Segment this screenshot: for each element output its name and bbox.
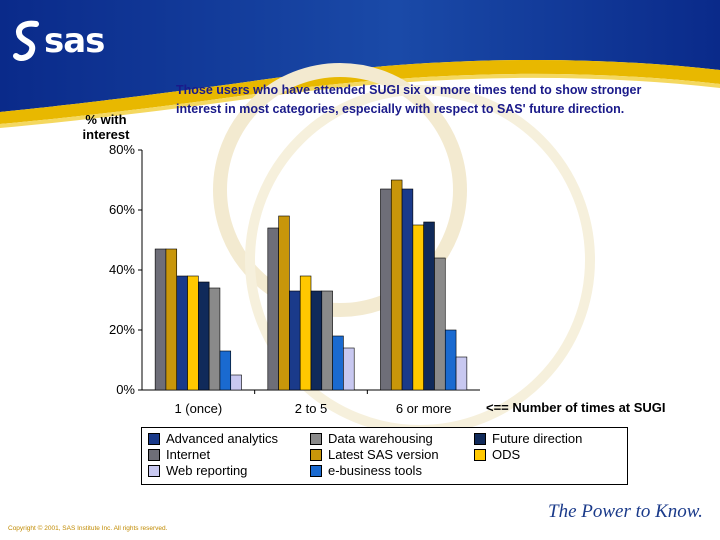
bar	[219, 350, 232, 391]
bar	[165, 248, 178, 391]
legend-swatch	[148, 464, 160, 477]
legend-item: Latest SAS version	[310, 447, 439, 462]
y-tick-label: 0%	[116, 382, 135, 397]
legend-item: e-business tools	[310, 463, 422, 478]
bar	[310, 290, 323, 391]
y-axis-title: % with interest	[76, 112, 136, 142]
copyright-footer: Copyright © 2001, SAS Institute Inc. All…	[8, 525, 168, 532]
legend-item: Advanced analytics	[148, 431, 278, 446]
legend-swatch	[148, 448, 160, 461]
legend-item: ODS	[474, 447, 520, 462]
legend-label: Internet	[166, 447, 211, 462]
bar	[299, 275, 312, 391]
chart-legend: Advanced analytics Data warehousing Future…	[141, 427, 628, 485]
headline: Those users who have attended SUGI six o…	[176, 81, 696, 119]
bar	[267, 227, 279, 391]
legend-item: Web reporting	[148, 463, 247, 478]
bar	[380, 188, 392, 391]
x-axis-title: <== Number of times at SUGI	[486, 400, 666, 415]
bar	[176, 275, 188, 391]
bar	[198, 281, 210, 391]
y-tick-label: 40%	[109, 262, 135, 277]
bar	[187, 275, 199, 391]
bar	[423, 221, 435, 391]
legend-swatch	[310, 432, 322, 445]
bar	[412, 224, 424, 391]
x-tick-label: 1 (once)	[174, 401, 222, 416]
bar	[208, 287, 221, 391]
logo-text: sas	[44, 21, 105, 61]
tagline: The Power to Know.	[548, 501, 703, 522]
y-axis-title-line-2: interest	[82, 127, 130, 142]
sas-logo: sas	[12, 20, 105, 62]
y-tick-label: 80%	[109, 142, 135, 157]
legend-label: Data warehousing	[328, 431, 433, 446]
legend-swatch	[148, 432, 160, 445]
legend-label: Advanced analytics	[166, 431, 279, 446]
bar	[434, 257, 446, 391]
legend-swatch	[310, 448, 322, 461]
bar	[390, 179, 403, 391]
y-axis-title-line-1: % with	[85, 112, 127, 127]
x-tick-label: 6 or more	[396, 401, 452, 416]
bar	[332, 335, 344, 391]
x-tick-label: 2 to 5	[295, 401, 328, 416]
legend-label: Latest SAS version	[328, 447, 439, 462]
bar	[401, 188, 414, 391]
legend-swatch	[474, 448, 486, 461]
y-tick-label: 60%	[109, 202, 135, 217]
bar	[455, 356, 468, 391]
sas-swirl-icon	[13, 20, 39, 61]
bar	[278, 215, 290, 391]
legend-label: ODS	[492, 447, 521, 462]
bar	[289, 290, 301, 391]
headline-line-1: Those users who have attended SUGI six o…	[176, 83, 642, 97]
bar	[154, 248, 167, 391]
y-tick-label: 20%	[109, 322, 135, 337]
legend-label: Web reporting	[166, 463, 248, 478]
bar	[444, 329, 457, 391]
headline-line-2: interest in most categories, especially …	[176, 102, 625, 116]
bar	[343, 347, 355, 391]
legend-item: Future direction	[474, 431, 582, 446]
legend-swatch	[474, 432, 486, 445]
bar	[321, 290, 333, 391]
legend-label: e-business tools	[328, 463, 422, 478]
legend-swatch	[310, 464, 322, 477]
legend-label: Future direction	[492, 431, 583, 446]
bar	[230, 374, 242, 391]
legend-item: Internet	[148, 447, 210, 462]
legend-item: Data warehousing	[310, 431, 433, 446]
